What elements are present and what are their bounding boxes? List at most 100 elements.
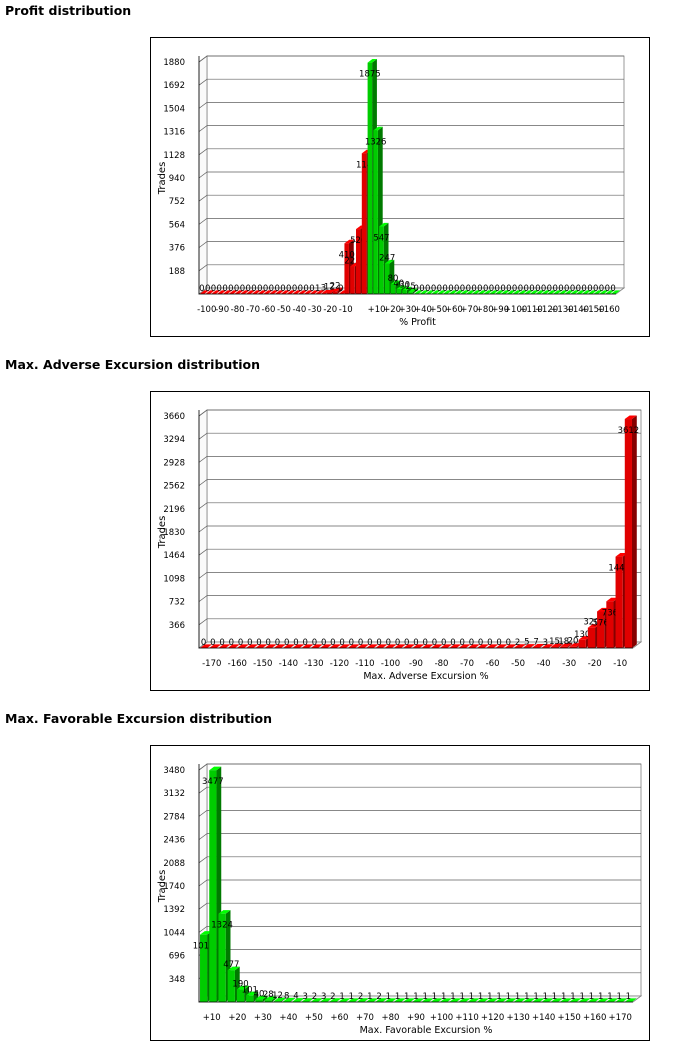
data-label: 0 [500,284,505,294]
bar-side [290,997,296,1002]
gridline [198,148,624,156]
bar-top [246,991,259,996]
bar-side [567,643,573,648]
x-tick-label: +160 [597,305,620,315]
y-tick-label: 348 [169,975,185,985]
data-label: 2 [376,992,381,1002]
bar-side [336,998,342,1002]
bar-top [560,643,573,647]
bar-top [570,290,580,294]
bar-front [227,970,235,1002]
bar-side [410,998,416,1002]
bar-side [530,998,536,1002]
bar [512,290,522,294]
y-tick-label: 188 [169,267,185,277]
data-label: 1 [496,992,501,1002]
bar-top [255,995,268,1000]
bar-top [209,644,222,648]
bar-side [558,643,563,648]
bar [218,644,231,648]
x-tick-label: -10 [613,659,627,669]
y-axis-label: Trades [157,516,168,550]
y-tick-label: 1128 [163,151,185,161]
bar-side [548,644,554,648]
data-label: 0 [199,284,204,294]
bar [504,644,517,648]
bar-top [280,290,291,294]
data-label: 101 [242,985,258,995]
y-tick-label: 1740 [163,882,185,892]
bar-top [402,286,412,291]
data-label: 547 [373,233,389,243]
data-label: 0 [478,638,483,648]
bar-top [329,998,342,1002]
bar [560,643,573,648]
x-tick-label: +140 [566,305,589,315]
bar-top [569,643,582,647]
data-label: 2 [312,992,317,1002]
gridline [198,78,624,86]
bar-top [518,290,528,294]
bar-top [315,290,325,294]
bar-top [560,998,573,1002]
bar-top [449,644,462,648]
bar [500,290,511,294]
bar-side [401,998,406,1002]
gridline [198,810,641,817]
x-tick-label: +30 [254,1013,272,1023]
x-tick-label: -100 [381,659,400,669]
x-tick-label: -40 [292,305,306,315]
bar [518,290,528,294]
gridline [198,502,641,510]
bar [264,996,277,1002]
bar-top [437,290,447,294]
data-label: 15 [549,637,560,647]
bar [466,290,476,294]
y-tick-label: 732 [169,598,185,608]
bar [403,644,416,648]
data-label: 3 [321,284,326,294]
data-label: 0 [201,638,206,648]
data-label: 0 [496,638,501,648]
bar [486,644,499,648]
gridline [198,833,641,840]
y-tick-label: 376 [169,244,185,254]
bar [228,290,238,294]
bar-top [477,998,490,1002]
data-label: 0 [413,284,418,294]
data-label: 1 [404,992,409,1002]
gridline [198,572,641,579]
data-label: 1 [561,992,566,1002]
bar [320,644,333,648]
y-tick-label: 366 [169,621,185,631]
y-tick-label: 1464 [163,551,185,561]
data-label: 130 [574,630,590,640]
data-label: 1326 [365,137,387,147]
bar-top [421,644,434,648]
bar-side [319,290,325,294]
bar [541,290,551,294]
bar-top [309,290,319,294]
data-label: 0 [487,638,492,648]
bar-top [301,644,314,648]
bar [448,290,458,294]
data-label: 0 [552,284,557,294]
bar-top [257,290,267,294]
bar [437,290,447,294]
data-label: 0 [404,638,409,648]
data-label: 0 [469,638,474,648]
data-label: 1 [315,284,320,294]
bar-front [264,1000,272,1002]
y-tick-label: 1504 [163,104,185,114]
x-tick-label: +30 [399,305,417,315]
bar-top [578,636,591,640]
data-label: 3 [321,992,326,1002]
bar [236,644,249,648]
data-label: 1 [349,992,354,1002]
bar-front [560,646,568,648]
data-label: 0 [576,284,581,294]
x-tick-label: +120 [535,305,558,315]
bar [570,290,580,294]
data-label: 0 [506,638,511,648]
data-label: 0 [581,284,586,294]
